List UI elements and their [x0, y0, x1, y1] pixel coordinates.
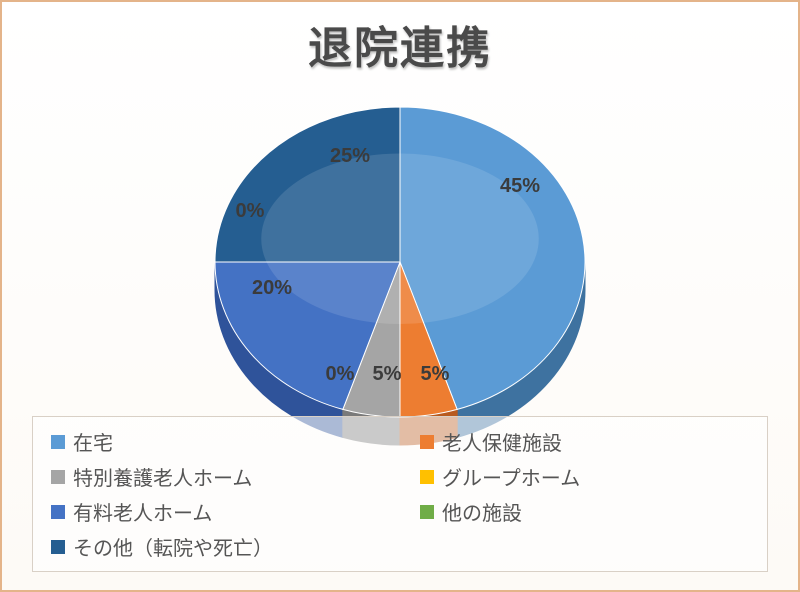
legend-swatch: [51, 470, 65, 484]
legend-swatch: [420, 505, 434, 519]
legend-item: その他（転院や死亡）: [51, 532, 380, 561]
legend-item: グループホーム: [420, 462, 749, 491]
pie-label: 25%: [330, 145, 370, 167]
legend-swatch: [51, 540, 65, 554]
pie-label: 20%: [252, 277, 292, 299]
legend-swatch: [420, 435, 434, 449]
legend-label: グループホーム: [442, 462, 580, 491]
pie-label: 5%: [421, 363, 450, 385]
legend-item: 有料老人ホーム: [51, 497, 380, 526]
legend-item: 老人保健施設: [420, 427, 749, 456]
legend-label: その他（転院や死亡）: [73, 532, 273, 561]
pie-slice: [215, 107, 400, 262]
legend-swatch: [420, 470, 434, 484]
legend: 在宅 老人保健施設特別養護老人ホーム グループホーム有料老人ホーム 他の施設その他（転…: [32, 416, 768, 572]
pie-svg: 45% 5% 5% 0% 20% 0% 25%: [180, 72, 620, 432]
pie-chart: 45% 5% 5% 0% 20% 0% 25%: [180, 72, 620, 412]
legend-item: 在宅: [51, 427, 380, 456]
chart-frame: 退院連携 45% 5% 5% 0% 20% 0% 25% 在宅 老人保健施設特別養護老人ホーム…: [0, 0, 800, 592]
legend-label: 特別養護老人ホーム: [73, 462, 252, 491]
legend-label: 他の施設: [442, 497, 522, 526]
legend-item: 特別養護老人ホーム: [51, 462, 380, 491]
legend-swatch: [51, 505, 65, 519]
legend-swatch: [51, 435, 65, 449]
chart-title: 退院連携: [2, 12, 798, 76]
legend-label: 老人保健施設: [442, 427, 562, 456]
pie-label: 0%: [326, 363, 355, 385]
pie-label: 45%: [500, 175, 540, 197]
pie-label: 0%: [236, 200, 265, 222]
pie-label: 5%: [373, 363, 402, 385]
legend-label: 有料老人ホーム: [73, 497, 212, 526]
legend-label: 在宅: [73, 427, 113, 456]
legend-item: 他の施設: [420, 497, 749, 526]
